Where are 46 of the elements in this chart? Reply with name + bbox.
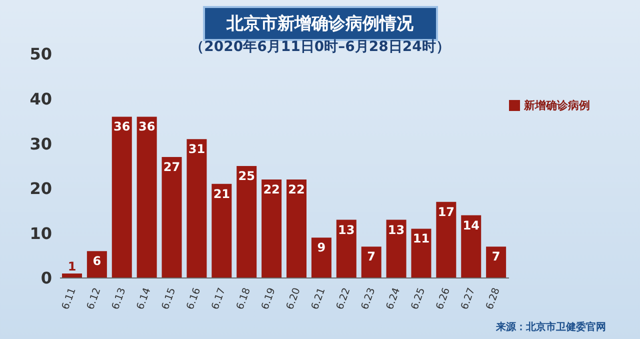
x-tick-label: 6.13 <box>110 286 128 312</box>
source-note: 来源：北京市卫健委官网 <box>496 320 606 334</box>
data-label: 9 <box>317 240 326 255</box>
x-tick-label: 6.22 <box>334 286 353 312</box>
x-tick-label: 6.24 <box>384 286 403 312</box>
y-tick-label: 10 <box>30 224 52 243</box>
data-label: 6 <box>92 254 102 268</box>
x-tick-label: 6.14 <box>135 286 154 312</box>
y-tick-label: 0 <box>40 268 52 288</box>
y-tick-label: 50 <box>30 44 52 64</box>
y-tick-label: 30 <box>30 134 52 154</box>
data-label: 36 <box>138 120 156 134</box>
x-tick-label: 6.25 <box>410 286 428 312</box>
x-tick-label: 6.21 <box>310 286 328 312</box>
data-label: 1 <box>68 260 76 274</box>
x-tick-label: 6.23 <box>360 286 378 312</box>
x-tick-label: 6.28 <box>484 286 502 312</box>
data-label: 25 <box>238 169 255 183</box>
data-label: 36 <box>114 120 130 134</box>
data-label: 22 <box>288 182 305 196</box>
data-label: 31 <box>188 142 206 156</box>
data-label: 7 <box>492 250 500 264</box>
x-tick-label: 6.18 <box>235 286 253 312</box>
chart-title: 北京市新增确诊病例情况 <box>226 14 414 34</box>
legend-label: 新增确诊病例 <box>524 99 590 112</box>
data-label: 22 <box>263 182 280 196</box>
y-tick-label: 20 <box>30 179 52 198</box>
x-tick-label: 6.16 <box>185 286 204 312</box>
x-tick-label: 6.11 <box>60 286 78 312</box>
x-tick-label: 6.17 <box>210 286 228 312</box>
data-label: 13 <box>338 222 355 237</box>
x-tick-label: 6.19 <box>260 286 278 312</box>
x-tick-label: 6.26 <box>434 286 453 312</box>
y-tick-label: 40 <box>30 89 52 108</box>
x-tick-label: 6.15 <box>160 286 178 312</box>
data-label: 27 <box>163 160 180 174</box>
data-label: 13 <box>388 222 405 237</box>
data-label: 11 <box>412 232 430 246</box>
chart-subtitle: （2020年6月11日0时–6月28日24时） <box>190 39 450 55</box>
x-tick-label: 6.20 <box>284 286 303 312</box>
x-tick-label: 6.12 <box>85 286 104 312</box>
data-label: 17 <box>438 204 455 219</box>
data-label: 14 <box>462 218 480 232</box>
data-label: 7 <box>367 250 376 264</box>
x-tick-label: 6.27 <box>460 286 478 312</box>
data-label: 21 <box>213 186 230 201</box>
